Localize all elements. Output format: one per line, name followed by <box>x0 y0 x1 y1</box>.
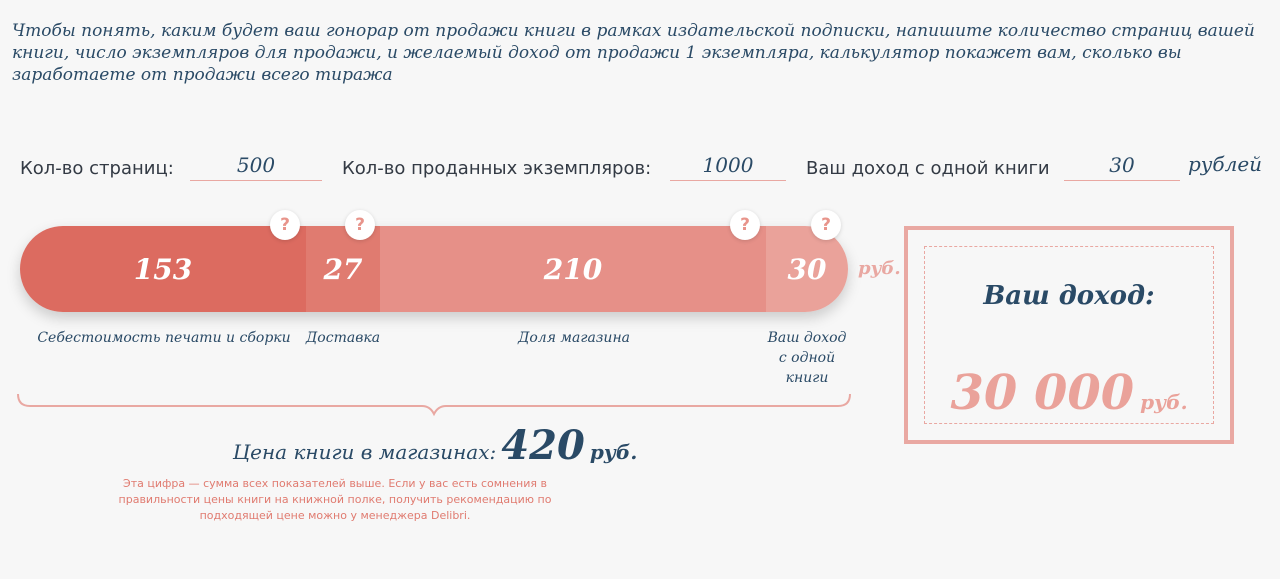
segment-print-cost: 153 <box>20 226 306 312</box>
help-icon-author-income[interactable]: ? <box>811 210 841 240</box>
store-price-unit: руб. <box>589 440 638 464</box>
total-income-title: Ваш доход: <box>983 281 1155 311</box>
label-print-cost: Себестоимость печати и сборки <box>37 330 291 346</box>
label-delivery: Доставка <box>305 330 381 346</box>
store-price-value: 420 <box>501 422 585 469</box>
segment-delivery: 27 <box>306 226 380 312</box>
store-price-label: Цена книги в магазинах: <box>232 440 497 464</box>
bar-unit: руб. <box>858 258 901 279</box>
label-store-share: Доля магазина <box>517 330 631 346</box>
pages-input[interactable] <box>190 150 322 181</box>
price-note: Эта цифра — сумма всех показателей выше.… <box>118 477 552 522</box>
copies-label: Кол-во проданных экземпляров: <box>342 158 652 179</box>
income-per-book-input[interactable] <box>1064 150 1180 181</box>
intro-text: Чтобы понять, каким будет ваш гонорар от… <box>12 21 1255 85</box>
store-price-line: Цена книги в магазинах: 420 руб. <box>0 422 870 469</box>
total-brace <box>17 393 851 417</box>
income-unit: рублей <box>1188 152 1263 176</box>
total-income-number: 30 000 <box>950 365 1135 421</box>
income-per-book-label: Ваш доход с одной книги <box>806 158 1050 179</box>
copies-input[interactable] <box>670 150 786 181</box>
inputs-row: Кол-во страниц: Кол-во проданных экземпл… <box>0 150 1280 190</box>
price-breakdown-bar: 153 27 210 30 <box>20 226 848 312</box>
segment-store-share: 210 <box>380 226 766 312</box>
pages-label: Кол-во страниц: <box>20 158 174 179</box>
total-income-value: 30 000 руб. <box>925 365 1213 421</box>
label-author-income: Ваш доход с одной книги <box>767 330 847 386</box>
help-icon-store-share[interactable]: ? <box>730 210 760 240</box>
total-income-unit: руб. <box>1140 390 1188 414</box>
help-icon-print-cost[interactable]: ? <box>270 210 300 240</box>
help-icon-delivery[interactable]: ? <box>345 210 375 240</box>
segment-author-income: 30 <box>766 226 848 312</box>
income-box-inner: Ваш доход: 30 000 руб. <box>924 246 1214 424</box>
total-income-box: Ваш доход: 30 000 руб. <box>904 226 1234 444</box>
